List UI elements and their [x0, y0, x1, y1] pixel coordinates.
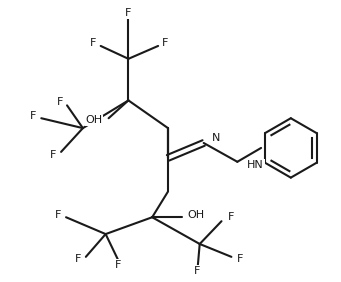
Text: F: F — [115, 260, 122, 270]
Text: F: F — [125, 8, 132, 18]
Text: F: F — [57, 97, 63, 107]
Text: F: F — [50, 150, 56, 160]
Text: F: F — [90, 38, 97, 48]
Text: F: F — [55, 210, 61, 220]
Text: HN: HN — [247, 160, 264, 170]
Text: N: N — [212, 133, 220, 143]
Text: OH: OH — [188, 210, 205, 220]
Text: OH: OH — [86, 115, 103, 125]
Text: F: F — [30, 111, 36, 121]
Text: F: F — [237, 254, 244, 264]
Text: F: F — [162, 38, 168, 48]
Text: F: F — [227, 212, 234, 222]
Text: F: F — [75, 254, 81, 264]
Text: F: F — [194, 266, 200, 276]
